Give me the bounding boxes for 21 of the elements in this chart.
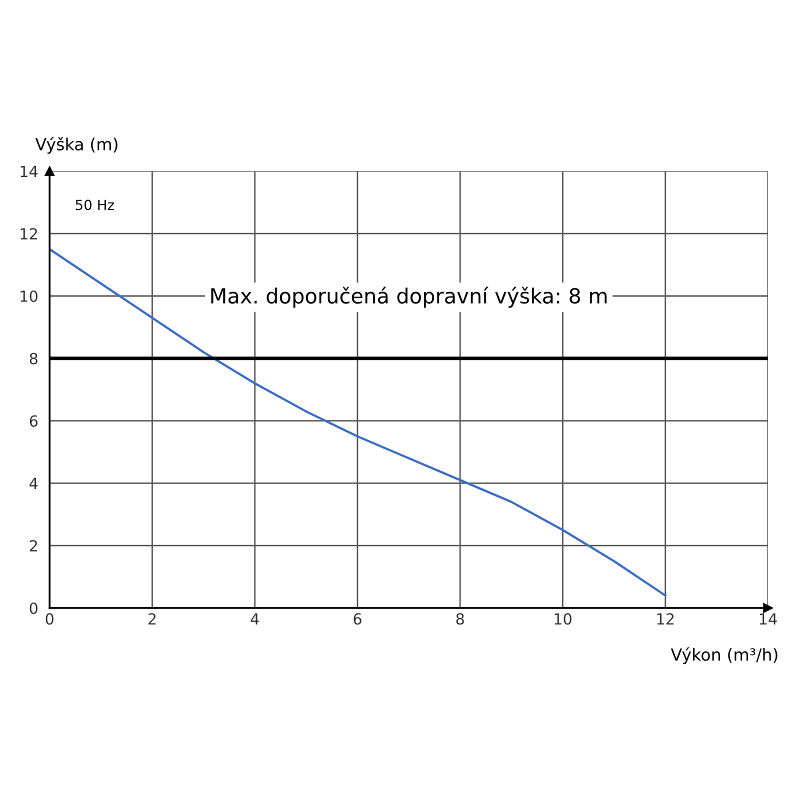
x-tick-label: 2	[148, 613, 156, 624]
y-tick-label: 12	[20, 228, 37, 240]
x-tick-label: 14	[760, 613, 777, 624]
y-tick-label: 10	[20, 290, 38, 302]
y-tick-label: 4	[30, 478, 38, 490]
y-tick-label: 6	[30, 415, 38, 427]
y-tick-label: 14	[20, 166, 38, 178]
x-axis-title: Výkon (m³/h)	[670, 647, 778, 664]
ref-line-label: Max. doporučená dopravní výška: 8 m	[211, 286, 607, 308]
x-tick-label: 0	[46, 613, 54, 625]
y-axis-title: Výška (m)	[35, 136, 118, 154]
y-tick-label: 2	[30, 540, 37, 552]
x-tick-label: 12	[657, 613, 674, 624]
y-tick-label: 8	[30, 352, 38, 364]
line-series	[50, 248, 666, 597]
y-tick-label: 0	[30, 602, 38, 614]
x-tick-label: 4	[250, 613, 259, 624]
x-tick-label: 6	[354, 613, 362, 625]
x-tick-label: 10	[554, 613, 572, 625]
annotation: 50 Hz	[76, 200, 114, 210]
x-tick-label: 8	[456, 613, 464, 625]
